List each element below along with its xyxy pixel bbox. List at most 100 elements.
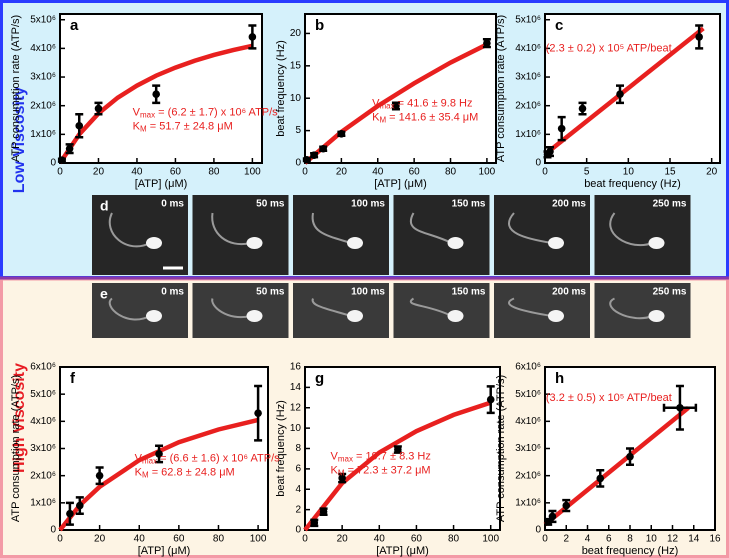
y-tick-label: 0 (535, 525, 541, 536)
frame-time: 0 ms (161, 199, 184, 210)
y-tick-label: 1x10⁶ (515, 497, 541, 508)
plot-area (59, 13, 263, 164)
cell-body (246, 310, 263, 322)
x-tick-label: 2 (563, 534, 569, 545)
frame-time: 150 ms (452, 199, 486, 210)
y-tick-label: 0 (50, 525, 56, 536)
y-tick-label: 5x10⁶ (515, 389, 541, 400)
video-frame (92, 283, 188, 338)
y-tick-label: 15 (290, 60, 302, 71)
x-tick-label: 60 (411, 534, 423, 545)
y-axis-label: ATP consumption rate (ATP/s) (495, 15, 507, 162)
annotation-text: (3.2 ± 0.5) x 10⁵ ATP/beat (546, 392, 672, 404)
symbol: V (331, 451, 339, 463)
frame-time: 50 ms (256, 199, 285, 210)
x-tick-label: 20 (706, 167, 718, 178)
flagellum (311, 212, 352, 244)
flagellum (410, 297, 452, 317)
cell-body (246, 237, 263, 249)
data-point (310, 519, 319, 527)
y-axis-label: beat frequency (Hz) (275, 40, 287, 137)
fit-line (303, 400, 492, 532)
data-point (394, 445, 402, 454)
video-frame (92, 195, 188, 275)
y-axis-label: beat frequency (Hz) (275, 400, 287, 497)
y-tick-label: 6x10⁶ (30, 362, 56, 373)
data-point (546, 147, 554, 156)
data-point (65, 144, 74, 153)
y-axis-label: ATP consumption rate (ATP/s) (10, 375, 22, 522)
symbol: V (133, 106, 141, 118)
subscript: M (338, 469, 345, 478)
x-axis-label: [ATP] (μM) (138, 545, 191, 557)
plot-area (304, 366, 501, 531)
subscript: M (379, 116, 386, 125)
cell-body (548, 310, 564, 322)
panel-letter: c (555, 17, 563, 34)
frame-time: 0 ms (161, 287, 184, 298)
flagellum (508, 297, 553, 317)
flagellum (508, 212, 553, 244)
frame-time: 200 ms (552, 287, 586, 298)
y-tick-label: 1x10⁶ (30, 497, 56, 508)
fit-annotation: KM = 62.8 ± 24.8 μM (135, 466, 235, 479)
data-point (94, 104, 103, 113)
y-tick-label: 5 (295, 125, 301, 136)
symbol: V (372, 97, 380, 109)
x-axis-label: [ATP] (μM) (135, 178, 188, 190)
annotation-text: = 62.8 ± 24.8 μM (149, 466, 235, 478)
x-tick-label: 100 (244, 167, 261, 178)
cell-body (548, 237, 564, 249)
data-point (596, 474, 605, 483)
symbol: K (331, 465, 339, 477)
fit-line (543, 26, 705, 157)
y-tick-label: 0 (535, 158, 541, 169)
subscript: max (140, 110, 155, 119)
flagellum (609, 297, 653, 320)
x-tick-label: 6 (606, 534, 612, 545)
data-point (548, 512, 557, 521)
cell-body (648, 310, 665, 322)
data-point (562, 501, 571, 510)
cell-body (347, 237, 363, 249)
cell-body (648, 237, 665, 249)
data-point (303, 155, 311, 164)
video-frame (494, 283, 590, 338)
y-tick-label: 0 (50, 158, 56, 169)
frame-time: 250 ms (653, 199, 687, 210)
frame-time: 250 ms (653, 287, 687, 298)
y-tick-label: 8 (295, 443, 301, 454)
y-tick-label: 5x10⁶ (30, 389, 56, 400)
panel-letter: f (70, 370, 76, 387)
panel-letter: e (100, 286, 108, 302)
fit-annotation: (3.2 ± 0.5) x 10⁵ ATP/beat (546, 392, 672, 404)
fit-annotation: Vmax = (6.2 ± 1.7) x 10⁶ ATP/s (133, 106, 279, 119)
fit-line (58, 43, 253, 165)
cell-body (146, 310, 162, 322)
fit-line (303, 42, 488, 165)
y-tick-label: 10 (290, 423, 302, 434)
video-frame (594, 195, 691, 275)
y-tick-label: 4x10⁶ (30, 416, 56, 427)
data-point (392, 102, 400, 110)
y-tick-label: 5x10⁶ (515, 14, 541, 25)
cell-body (146, 237, 162, 249)
x-tick-label: 40 (372, 167, 384, 178)
video-frame (494, 195, 590, 275)
x-tick-label: 4 (585, 534, 591, 545)
data-point (152, 90, 160, 99)
data-point (695, 33, 703, 41)
y-tick-label: 3x10⁶ (30, 443, 56, 454)
x-tick-label: 0 (57, 534, 63, 545)
x-tick-label: 40 (131, 167, 143, 178)
annotation-text: = 141.6 ± 35.4 μM (386, 111, 478, 123)
data-point (578, 104, 587, 113)
data-point (75, 121, 84, 130)
data-point (95, 471, 104, 480)
flagellum (211, 212, 251, 246)
video-frame (293, 195, 389, 275)
data-point (319, 144, 327, 153)
fit-annotation: Vmax = (6.6 ± 1.6) x 10⁶ ATP/s (135, 452, 281, 465)
y-tick-label: 0 (295, 525, 301, 536)
